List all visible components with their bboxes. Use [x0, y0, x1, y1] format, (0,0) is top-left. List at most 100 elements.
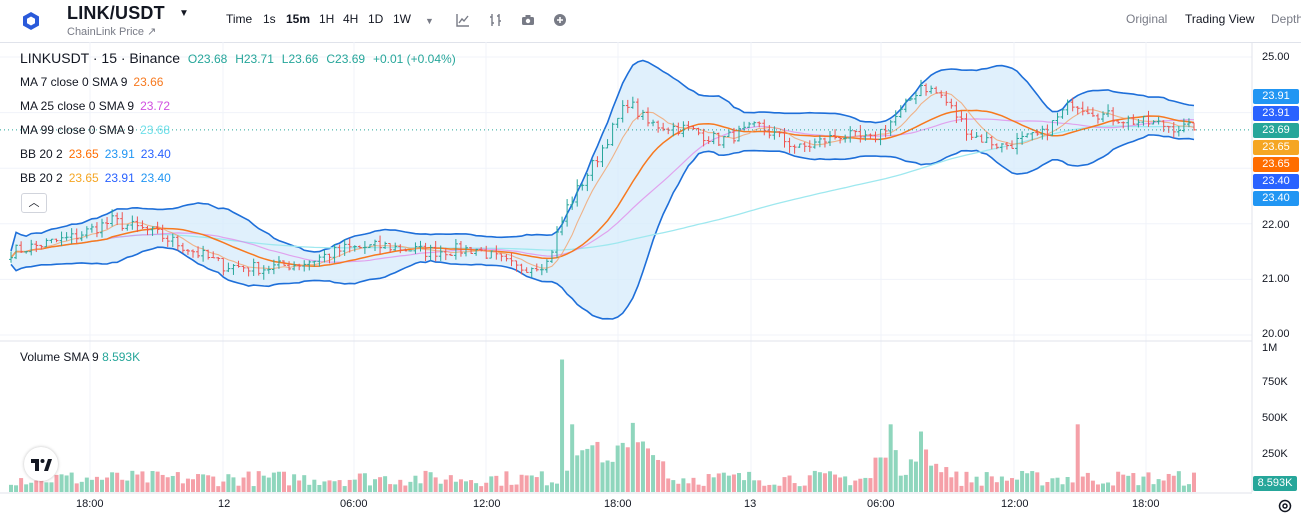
legend-low: L23.66 [281, 52, 319, 66]
volume-bar [1060, 484, 1065, 492]
volume-bar [893, 450, 898, 492]
camera-icon[interactable] [521, 13, 535, 27]
volume-bar [1101, 483, 1105, 492]
volume-bar [772, 484, 777, 492]
tf-time[interactable]: Time [226, 12, 253, 26]
volume-bar [964, 471, 969, 492]
volume-bar [828, 471, 832, 492]
volume-bar [236, 485, 241, 492]
volume-bar [721, 472, 726, 492]
tf-15m[interactable]: 15m [286, 12, 311, 26]
volume-bar [317, 484, 322, 492]
volume-bar [969, 482, 974, 492]
volume-bar [59, 474, 64, 492]
bb1-legend[interactable]: BB 20 2 23.65 23.91 23.40 [20, 147, 177, 161]
volume-bar [959, 485, 964, 492]
volume-bar [84, 477, 89, 492]
volume-bar [69, 472, 74, 492]
legend-close: C23.69 [326, 52, 366, 66]
volume-bar [130, 470, 135, 492]
tf-1d[interactable]: 1D [368, 12, 384, 26]
tf-1h[interactable]: 1H [319, 12, 335, 26]
volume-bar [757, 480, 762, 492]
symbol-subtitle-link[interactable]: ChainLink Price ↗ [67, 26, 157, 38]
volume-bar [767, 484, 772, 492]
ma7-legend[interactable]: MA 7 close 0 SMA 9 23.66 [20, 75, 169, 89]
view-depth-tab[interactable]: Depth [1271, 12, 1301, 26]
vol-tick-750k: 750K [1262, 376, 1288, 388]
volume-bar [1080, 476, 1085, 492]
volume-bar [216, 486, 221, 492]
legend-open: O23.68 [187, 52, 228, 66]
view-original-tab[interactable]: Original [1126, 12, 1168, 26]
volume-bar [312, 479, 317, 492]
volume-bar [357, 473, 362, 492]
volume-bar [246, 471, 251, 492]
price-label-bb-lower-2: 23.40 [1253, 191, 1299, 206]
view-tradingview-tab[interactable]: Trading View [1185, 12, 1255, 26]
volume-bar [34, 480, 39, 492]
ma99-legend[interactable]: MA 99 close 0 SMA 9 23.68 [20, 123, 176, 137]
volume-bar [737, 473, 741, 492]
volume-bar [792, 483, 797, 492]
volume-bar [241, 477, 246, 492]
volume-bar [883, 457, 888, 492]
tf-4h[interactable]: 4H [343, 12, 359, 26]
volume-bar [307, 484, 312, 492]
volume-bar [999, 476, 1004, 492]
more-timeframes-icon[interactable]: ▼ [425, 16, 434, 26]
volume-bar [276, 471, 281, 492]
symbol-dropdown-icon[interactable]: ▼ [179, 8, 189, 19]
volume-bar [575, 455, 580, 492]
ma25-legend[interactable]: MA 25 close 0 SMA 9 23.72 [20, 99, 176, 113]
ma7-label: MA 7 close 0 SMA 9 [20, 75, 128, 89]
volume-bar [327, 480, 332, 492]
time-tick-13: 13 [744, 498, 757, 510]
volume-bar [79, 481, 84, 492]
volume-bar [701, 485, 706, 492]
volume-bar [388, 484, 393, 492]
volume-bar [489, 476, 494, 492]
bollinger-band-fill [11, 60, 1194, 319]
volume-bar [939, 472, 944, 492]
time-tick-1200-a: 12:00 [473, 498, 501, 510]
volume-bar [231, 477, 236, 492]
bb2-legend[interactable]: BB 20 2 23.65 23.91 23.40 [20, 171, 177, 185]
bb2-label: BB 20 2 [20, 171, 63, 185]
bb1-label: BB 20 2 [20, 147, 63, 161]
volume-bar [1136, 485, 1141, 492]
volume-bar [898, 475, 903, 492]
tf-1w[interactable]: 1W [393, 12, 411, 26]
add-icon[interactable] [553, 13, 567, 27]
volume-bar [1004, 480, 1009, 492]
volume-bar [1106, 482, 1111, 492]
volume-bar [509, 484, 514, 492]
volume-bar [615, 445, 620, 492]
price-tick-25: 25.00 [1262, 51, 1290, 63]
volume-bar [155, 471, 160, 492]
symbol-title[interactable]: LINK/USDT [67, 3, 165, 23]
settings-gear-icon[interactable] [1277, 498, 1293, 514]
chart-type-icon[interactable] [489, 13, 503, 27]
volume-bar [261, 475, 266, 492]
volume-bar [585, 448, 590, 492]
volume-bar [302, 475, 307, 492]
volume-bar [322, 481, 327, 492]
volume-bar [605, 460, 610, 492]
ma99-label: MA 99 close 0 SMA 9 [20, 123, 135, 137]
tf-1s[interactable]: 1s [263, 12, 276, 26]
volume-legend-value: 8.593K [102, 350, 141, 364]
indicators-icon[interactable] [456, 13, 470, 27]
volume-bar [64, 475, 69, 492]
time-tick-1800-b: 18:00 [604, 498, 632, 510]
volume-bar [403, 485, 408, 492]
volume-bar [201, 474, 206, 492]
volume-bar [812, 470, 817, 492]
volume-bar [494, 475, 499, 492]
collapse-legend-button[interactable]: ︿ [21, 193, 47, 213]
ma25-value: 23.72 [140, 99, 171, 113]
tradingview-logo-icon[interactable] [24, 447, 58, 481]
volume-bar [1131, 473, 1136, 492]
volume-bar [878, 457, 883, 492]
